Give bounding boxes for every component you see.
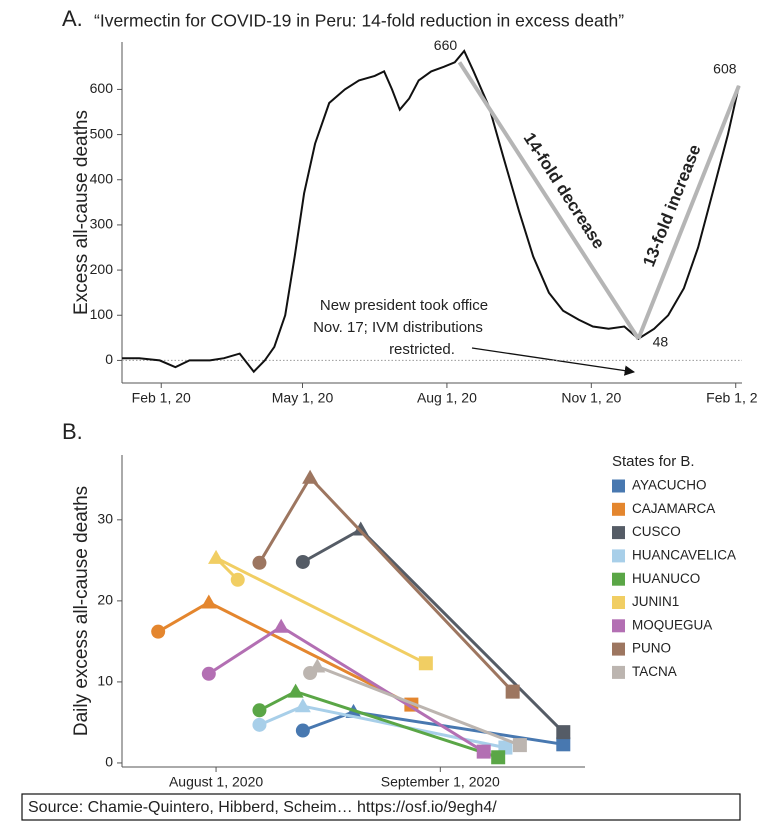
x-tick-label: Feb 1, 21 [706, 390, 758, 406]
marker-triangle [352, 521, 369, 536]
y-tick-label: 100 [90, 306, 114, 322]
marker-square [556, 737, 571, 752]
y-tick-label: 10 [97, 673, 113, 689]
value-label: 660 [434, 37, 458, 53]
marker-square [512, 738, 527, 753]
marker-triangle [302, 469, 319, 484]
legend-label: PUNO [632, 641, 671, 656]
y-axis-label: Excess all-cause deaths [71, 110, 92, 315]
marker-circle [151, 624, 166, 639]
marker-triangle [309, 658, 326, 673]
y-tick-label: 300 [90, 216, 114, 232]
marker-square [491, 750, 506, 765]
source-box [21, 793, 741, 821]
legend-swatch [612, 479, 625, 493]
series-line [302, 527, 565, 734]
x-tick-label: May 1, 20 [272, 390, 334, 406]
y-tick-label: 0 [105, 754, 113, 770]
x-tick-label: Feb 1, 20 [132, 390, 191, 406]
marker-triangle [200, 594, 217, 609]
y-tick-label: 30 [97, 511, 113, 527]
legend-label: HUANUCO [632, 571, 700, 586]
legend-title: States for B. [612, 453, 695, 470]
trend-line [636, 85, 741, 340]
marker-circle [230, 572, 245, 587]
trend-line [457, 61, 641, 340]
y-axis-label: Daily excess all-cause deaths [71, 486, 92, 736]
annotation: restricted. [389, 341, 455, 358]
trend-label: 14-fold decrease [520, 129, 609, 252]
marker-square [476, 744, 491, 759]
legend-label: MOQUEGUA [632, 617, 712, 632]
x-tick-label: Aug 1, 20 [417, 390, 477, 406]
panel-label: B. [62, 419, 83, 444]
value-label: 608 [713, 61, 737, 77]
legend-swatch [612, 642, 625, 656]
marker-triangle [273, 618, 290, 633]
marker-triangle [208, 549, 225, 564]
x-tick-label: August 1, 2020 [169, 774, 263, 790]
legend-swatch [612, 665, 625, 679]
legend-swatch [612, 572, 625, 586]
legend-label: CUSCO [632, 524, 681, 539]
marker-square [505, 684, 520, 699]
legend-swatch [612, 549, 625, 563]
marker-square [556, 725, 571, 740]
legend-label: HUANCAVELICA [632, 547, 736, 562]
legend-label: JUNIN1 [632, 594, 679, 609]
source: Source: Chamie-Quintero, Hibberd, Scheim… [28, 799, 497, 816]
annotation: Nov. 17; IVM distributions [313, 319, 483, 336]
series-line [207, 625, 485, 753]
legend-swatch [612, 526, 625, 540]
y-tick-label: 200 [90, 261, 114, 277]
legend-label: CAJAMARCA [632, 501, 715, 516]
legend-label: TACNA [632, 664, 677, 679]
marker-circle [252, 703, 267, 718]
chart-title: “Ivermectin for COVID-19 in Peru: 14-fol… [94, 11, 624, 31]
y-tick-label: 0 [105, 351, 113, 367]
marker-square [418, 656, 433, 671]
annotation: New president took office [320, 297, 488, 314]
panel-label: A. [62, 6, 83, 31]
marker-circle [252, 555, 267, 570]
value-label: 48 [653, 333, 669, 349]
data-line [122, 49, 740, 374]
x-tick-label: Nov 1, 20 [561, 390, 621, 406]
marker-circle [201, 666, 216, 681]
series-line [258, 689, 499, 759]
legend-swatch [612, 502, 625, 516]
y-tick-label: 400 [90, 170, 114, 186]
y-tick-label: 500 [90, 125, 114, 141]
y-tick-label: 600 [90, 80, 114, 96]
marker-circle [295, 554, 310, 569]
x-tick-label: September 1, 2020 [381, 774, 500, 790]
y-tick-label: 20 [97, 592, 113, 608]
marker-circle [252, 717, 267, 732]
marker-circle [295, 723, 310, 738]
marker-triangle [294, 698, 311, 713]
legend-label: AYACUCHO [632, 478, 707, 493]
legend-swatch [612, 619, 625, 633]
legend-swatch [612, 596, 625, 609]
series-line [258, 475, 514, 693]
marker-triangle [287, 683, 304, 698]
